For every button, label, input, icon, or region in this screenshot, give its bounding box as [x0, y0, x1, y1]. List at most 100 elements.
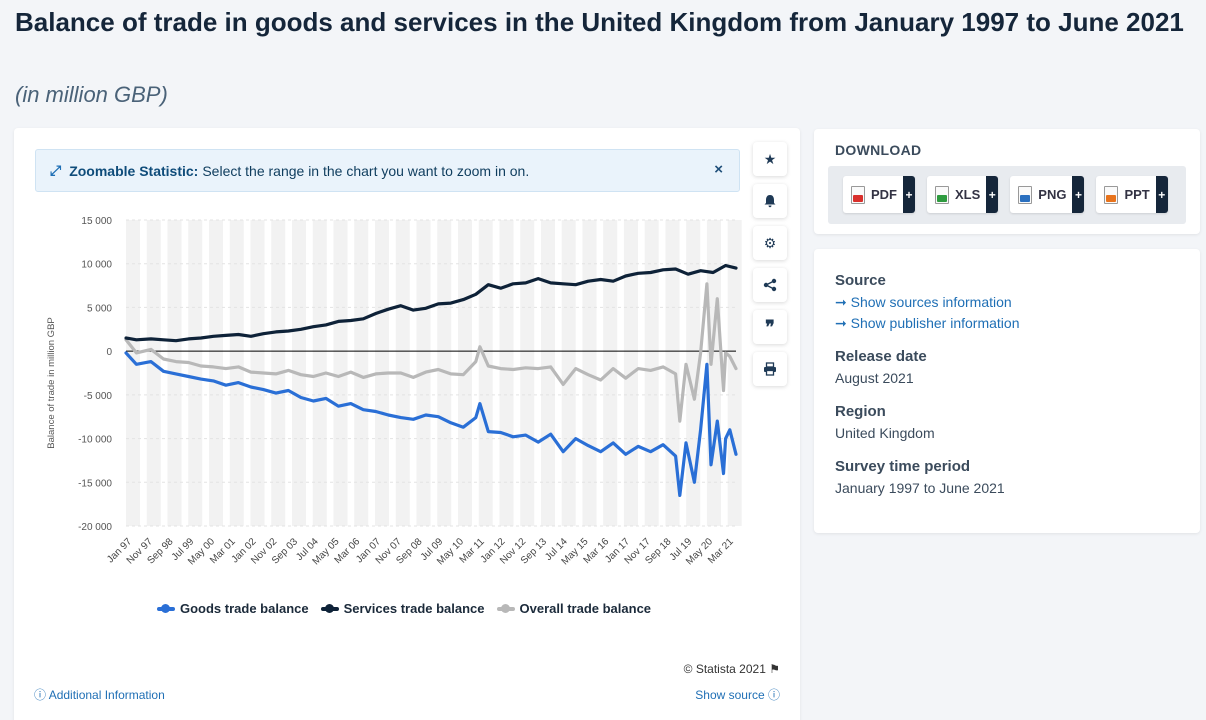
png-file-icon	[1018, 185, 1033, 204]
download-buttons: PDF + XLS + PNG + PPT +	[828, 166, 1186, 224]
source-block: Source ➞ Show sources information ➞ Show…	[835, 272, 1179, 334]
download-ppt-button[interactable]: PPT +	[1096, 176, 1168, 213]
plot-band	[727, 220, 742, 526]
download-xls-button[interactable]: XLS +	[927, 176, 999, 213]
page-title: Balance of trade in goods and services i…	[15, 7, 1184, 37]
show-source-label: Show source	[695, 688, 765, 702]
show-publisher-link[interactable]: ➞ Show publisher information	[835, 313, 1179, 334]
plot-band	[644, 220, 659, 526]
chart-toolbar: ★ ⚙ ❞	[753, 142, 787, 394]
bell-icon[interactable]	[753, 184, 787, 218]
plot-band	[312, 220, 327, 526]
download-ppt-plus[interactable]: +	[1155, 176, 1168, 213]
show-publisher-label: Show publisher information	[850, 315, 1020, 331]
source-heading: Source	[835, 272, 886, 289]
info-icon: ⓘ	[34, 688, 47, 702]
y-tick-label: -15 000	[78, 478, 112, 489]
download-card: DOWNLOAD PDF + XLS + PNG +	[814, 129, 1200, 234]
xls-file-icon	[935, 185, 949, 204]
page-subtitle: (in million GBP)	[15, 82, 168, 107]
release-value: August 2021	[835, 370, 914, 386]
download-ppt-main: PPT	[1096, 176, 1155, 213]
region-block: Region United Kingdom	[835, 403, 1179, 444]
y-tick-label: -5 000	[84, 391, 113, 402]
plot-band	[354, 220, 369, 526]
line-chart[interactable]: 15 000 10 000 5 000 0 -5 000 -10 000 -15 000 -2…	[14, 198, 754, 598]
download-pdf-button[interactable]: PDF +	[843, 176, 915, 213]
plot-band	[520, 220, 535, 526]
plot-band	[478, 220, 493, 526]
legend-item-goods[interactable]: Goods trade balance	[157, 601, 309, 616]
y-tick-label: -10 000	[78, 435, 112, 446]
close-icon[interactable]: ×	[714, 161, 723, 178]
zoom-banner: ⤢ Zoomable Statistic: Select the range i…	[35, 149, 740, 192]
star-icon[interactable]: ★	[753, 142, 787, 176]
print-icon[interactable]	[753, 352, 787, 386]
arrow-right-icon: ➞	[835, 315, 847, 331]
period-heading: Survey time period	[835, 458, 971, 475]
download-pdf-main: PDF	[843, 176, 903, 213]
y-tick-label: 10 000	[81, 260, 112, 271]
info-icon: ⓘ	[767, 688, 780, 702]
legend-item-overall[interactable]: Overall trade balance	[496, 601, 652, 616]
share-icon[interactable]	[753, 268, 787, 302]
download-png-plus[interactable]: +	[1072, 176, 1085, 213]
download-png-main: PNG	[1010, 176, 1072, 213]
additional-info-label: Additional Information	[48, 688, 165, 702]
release-heading: Release date	[835, 348, 927, 365]
copyright-text: © Statista 2021	[683, 662, 766, 676]
legend-label-overall: Overall trade balance	[519, 601, 652, 616]
legend-swatch-goods	[157, 603, 175, 613]
download-xls-label: XLS	[955, 187, 981, 202]
series-line-goods-trade-balance	[124, 351, 738, 497]
download-heading: DOWNLOAD	[835, 142, 922, 158]
legend-item-services[interactable]: Services trade balance	[320, 601, 485, 616]
quote-icon[interactable]: ❞	[753, 310, 787, 344]
plot-band	[333, 220, 348, 526]
zoom-banner-label: Zoomable Statistic:	[69, 162, 199, 179]
copyright: © Statista 2021 ⚑	[684, 662, 780, 676]
additional-info-link[interactable]: ⓘ Additional Information	[34, 686, 165, 703]
plot-band	[499, 220, 514, 526]
release-block: Release date August 2021	[835, 348, 1179, 389]
gear-icon[interactable]: ⚙	[753, 226, 787, 260]
plot-band	[146, 220, 161, 526]
zoom-banner-text: Select the range in the chart you want t…	[202, 162, 530, 179]
legend-swatch-overall	[496, 603, 515, 613]
ppt-file-icon	[1104, 185, 1119, 204]
y-tick-label: -20 000	[78, 522, 112, 533]
show-source-link[interactable]: Show source ⓘ	[695, 686, 780, 703]
y-tick-label: 15 000	[81, 216, 112, 227]
series-line-services-trade-balance	[124, 263, 738, 343]
plot-band	[208, 220, 224, 526]
period-block: Survey time period January 1997 to June …	[835, 458, 1179, 499]
period-value: January 1997 to June 2021	[835, 480, 1005, 496]
legend-label-services: Services trade balance	[343, 601, 485, 616]
download-pdf-plus[interactable]: +	[903, 176, 915, 213]
pdf-file-icon	[851, 185, 865, 204]
series-line-overall-trade-balance	[124, 282, 738, 423]
y-tick-label: 0	[106, 347, 112, 358]
y-tick-label: 5 000	[87, 303, 112, 314]
plot-band	[188, 220, 203, 526]
download-ppt-label: PPT	[1124, 187, 1150, 202]
arrow-right-icon: ➞	[835, 294, 847, 310]
info-card: Source ➞ Show sources information ➞ Show…	[814, 249, 1200, 533]
legend-label-goods: Goods trade balance	[180, 601, 309, 616]
show-sources-link[interactable]: ➞ Show sources information	[835, 292, 1179, 313]
download-pdf-label: PDF	[871, 187, 897, 202]
plot-band	[706, 220, 721, 526]
plot-band	[540, 220, 555, 526]
plot-band	[126, 220, 141, 526]
region-heading: Region	[835, 403, 886, 420]
download-png-label: PNG	[1038, 187, 1067, 202]
download-xls-plus[interactable]: +	[986, 176, 999, 213]
download-png-button[interactable]: PNG +	[1010, 176, 1085, 213]
flag-icon: ⚑	[769, 662, 780, 676]
region-value: United Kingdom	[835, 425, 935, 441]
expand-arrows-icon: ⤢	[50, 162, 62, 178]
download-xls-main: XLS	[927, 176, 986, 213]
plot-band	[229, 220, 244, 526]
legend-swatch-services	[320, 603, 339, 613]
show-sources-label: Show sources information	[850, 294, 1012, 310]
